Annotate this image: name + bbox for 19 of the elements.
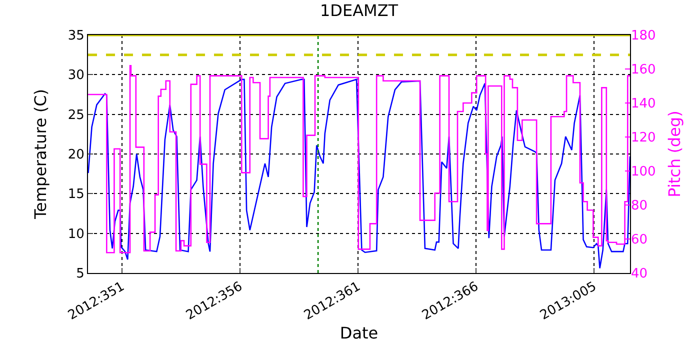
y-tick-label: 30 xyxy=(68,68,84,84)
y2-axis-title: Pitch (deg) xyxy=(665,110,684,198)
y-tick-label: 5 xyxy=(76,266,84,282)
y2-tick-label: 40 xyxy=(631,266,648,282)
y2-tick-label: 140 xyxy=(631,96,656,112)
y2-tick-label: 160 xyxy=(631,62,656,78)
y2-tick-label: 100 xyxy=(631,164,656,180)
y2-tick-label: 60 xyxy=(631,232,648,248)
y2-tick-label: 80 xyxy=(631,198,648,214)
y-tick-label: 35 xyxy=(68,28,84,44)
x-axis-title: Date xyxy=(340,323,378,342)
y-tick-label: 15 xyxy=(68,187,84,202)
chart-title: 1DEAMZT xyxy=(320,0,398,20)
y-axis-title: Temperature (C) xyxy=(31,88,50,220)
y-tick-label: 10 xyxy=(68,226,84,242)
y2-tick-label: 120 xyxy=(631,130,656,146)
y-tick-label: 25 xyxy=(68,108,84,123)
y2-tick-label: 180 xyxy=(631,28,656,44)
y-tick-label: 20 xyxy=(68,148,84,163)
